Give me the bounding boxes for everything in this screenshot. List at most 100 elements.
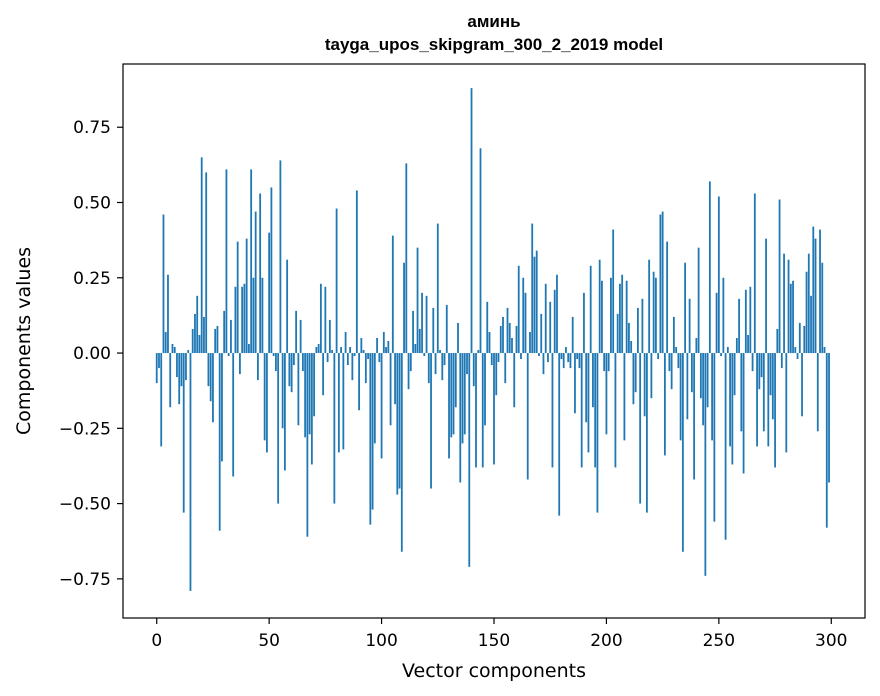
bar [666, 241, 669, 354]
x-tick-label: 150 [478, 631, 510, 651]
x-tick-label: 0 [151, 631, 162, 651]
bar [652, 271, 655, 354]
x-axis-label: Vector components [402, 660, 586, 682]
bar [511, 337, 513, 354]
y-tick-label: 0.25 [73, 269, 111, 289]
bar [576, 353, 579, 360]
bar [646, 353, 648, 513]
bar [720, 353, 722, 357]
bar [173, 347, 176, 354]
bar [295, 310, 298, 354]
bar [277, 353, 280, 504]
bar [625, 280, 628, 354]
bar [502, 316, 504, 354]
bar [344, 331, 347, 354]
bar [679, 353, 682, 441]
bar [376, 337, 378, 354]
bar [699, 353, 702, 399]
bar [468, 353, 471, 567]
bar [672, 316, 675, 354]
bar [245, 238, 248, 354]
bar [317, 344, 320, 354]
chart-title-line-2: tayga_upos_skipgram_300_2_2019 model [324, 35, 664, 54]
bar [713, 353, 716, 522]
bar [783, 253, 785, 354]
bar [513, 353, 516, 408]
bar [466, 353, 468, 375]
bar [765, 238, 767, 354]
bar [171, 344, 174, 354]
y-tick-label: −0.75 [59, 570, 111, 590]
bar [382, 331, 385, 354]
bar [704, 353, 707, 576]
bar [517, 265, 520, 354]
bar [263, 353, 266, 441]
bar [614, 353, 617, 468]
y-tick-label: −0.25 [59, 419, 111, 439]
bar [167, 274, 169, 354]
bar [648, 259, 651, 354]
bar [661, 211, 664, 354]
bar [448, 353, 450, 459]
bar [292, 353, 295, 366]
bar [308, 353, 311, 435]
bar [769, 353, 772, 396]
bar [695, 337, 698, 354]
bar [780, 353, 783, 369]
bar [621, 274, 624, 354]
bar [585, 353, 588, 423]
bar [162, 214, 165, 354]
bar [418, 328, 421, 354]
bar [430, 353, 432, 489]
bar [776, 328, 779, 354]
bar [810, 295, 812, 354]
bar [178, 353, 181, 405]
bar [711, 353, 713, 441]
bar [726, 347, 729, 354]
bar [403, 262, 405, 354]
bar [270, 187, 273, 354]
bar [367, 353, 369, 360]
bar [794, 347, 797, 354]
bar [801, 353, 803, 417]
bar [587, 353, 590, 453]
bar [425, 295, 428, 354]
bar [360, 337, 363, 354]
bar [364, 353, 367, 384]
bar [589, 265, 592, 354]
bar [315, 347, 318, 354]
bar [279, 160, 282, 354]
bar [281, 353, 284, 429]
bar [236, 241, 239, 354]
bar [333, 353, 336, 504]
bar [461, 353, 464, 444]
bar [490, 353, 493, 366]
bar [387, 341, 390, 354]
bar [571, 316, 574, 354]
bar [432, 307, 435, 354]
bar [349, 347, 351, 354]
bar [434, 353, 437, 375]
bar [286, 259, 289, 354]
bar [301, 353, 304, 372]
bar [493, 353, 495, 465]
bar [180, 353, 183, 387]
bar [547, 353, 549, 363]
x-axis-ticks: 0 50 100 150 200 250 300 [151, 618, 847, 651]
bar [778, 199, 781, 354]
bar [373, 353, 376, 444]
bar [583, 292, 585, 354]
bar [812, 226, 815, 354]
bar [814, 238, 817, 354]
bar [744, 289, 747, 354]
bar [688, 298, 691, 354]
x-tick-label: 250 [703, 631, 735, 651]
bar [684, 262, 687, 354]
bar [540, 313, 543, 354]
bar [337, 353, 340, 453]
bar [803, 325, 806, 354]
bar [659, 214, 662, 354]
bar [639, 353, 642, 504]
bar [654, 277, 657, 354]
